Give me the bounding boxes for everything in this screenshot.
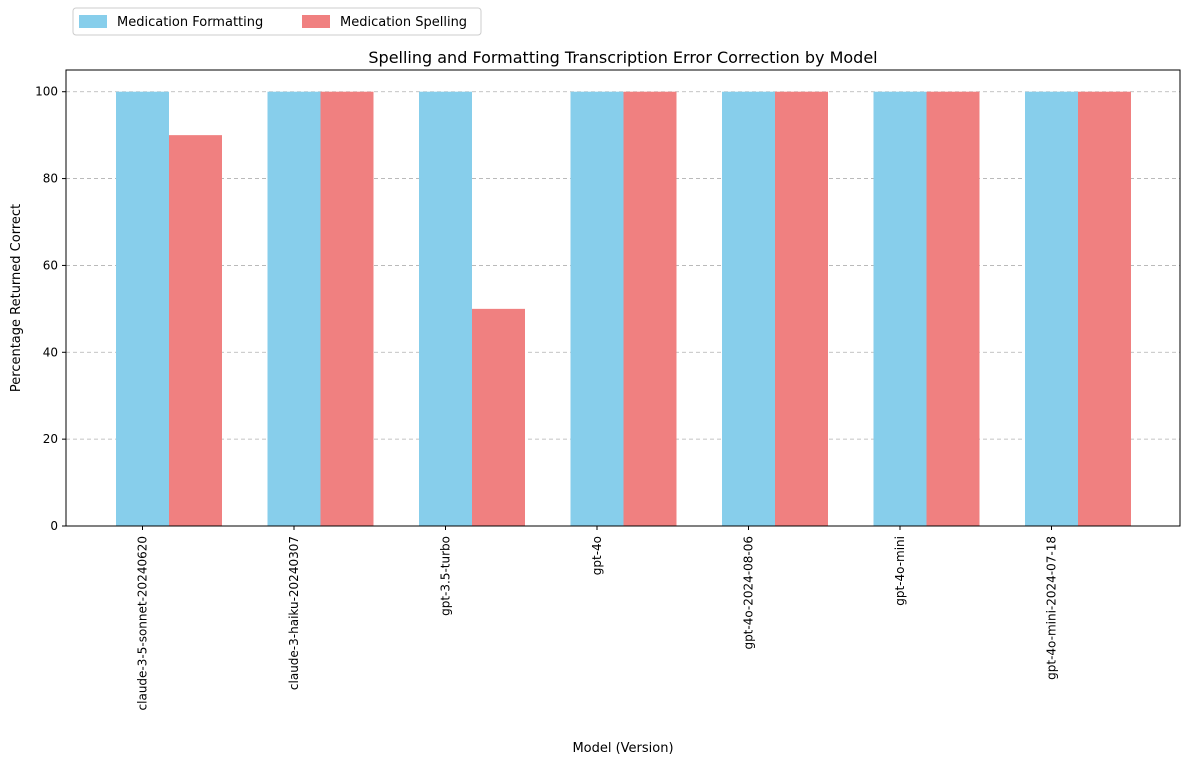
bar-formatting [267, 91, 321, 526]
bar-formatting [570, 91, 624, 526]
x-tick-label: gpt-3.5-turbo [439, 536, 453, 616]
bar-formatting [116, 91, 169, 526]
x-tick-label: claude-3-haiku-20240307 [287, 536, 301, 690]
y-tick-label: 60 [43, 258, 58, 272]
legend-swatch [79, 15, 107, 28]
legend-box [72, 7, 482, 36]
legend-swatch [302, 15, 330, 28]
bars [116, 91, 1131, 526]
x-tick-label: gpt-4o-mini [893, 536, 907, 606]
x-tick-label: gpt-4o-mini-2024-07-18 [1045, 536, 1059, 680]
x-tick-label: gpt-4o [590, 536, 604, 575]
legend-label: Medication Formatting [117, 15, 263, 30]
y-tick-label: 0 [50, 519, 58, 533]
y-axis-label: Percentage Returned Correct [9, 204, 24, 392]
plot-frame [65, 69, 1181, 527]
x-tick-label: gpt-4o-2024-08-06 [742, 536, 756, 650]
bar-formatting [873, 91, 927, 526]
bar-formatting [1025, 91, 1078, 526]
bar-spelling [623, 91, 677, 526]
chart-title: Spelling and Formatting Transcription Er… [368, 48, 877, 67]
bar-formatting [722, 91, 775, 526]
bar-spelling [1078, 91, 1131, 526]
x-axis-label: Model (Version) [572, 741, 673, 756]
bar-formatting [419, 91, 472, 526]
y-tick-label: 100 [35, 85, 58, 99]
bar-spelling [472, 308, 525, 526]
x-tick-label: claude-3-5-sonnet-20240620 [136, 536, 150, 710]
bar-spelling [926, 91, 980, 526]
bar-spelling [320, 91, 374, 526]
y-tick-label: 20 [43, 432, 58, 446]
y-tick-label: 40 [43, 345, 58, 359]
bar-spelling [775, 91, 828, 526]
legend-label: Medication Spelling [340, 15, 467, 30]
axes: 0 20 40 60 80 100 claude-3-5-sonnet-20240620 cl… [35, 85, 1058, 711]
y-tick-label: 80 [43, 172, 58, 186]
legend: Medication Formatting Medication Spelling [72, 7, 482, 36]
bar-spelling [169, 135, 222, 526]
